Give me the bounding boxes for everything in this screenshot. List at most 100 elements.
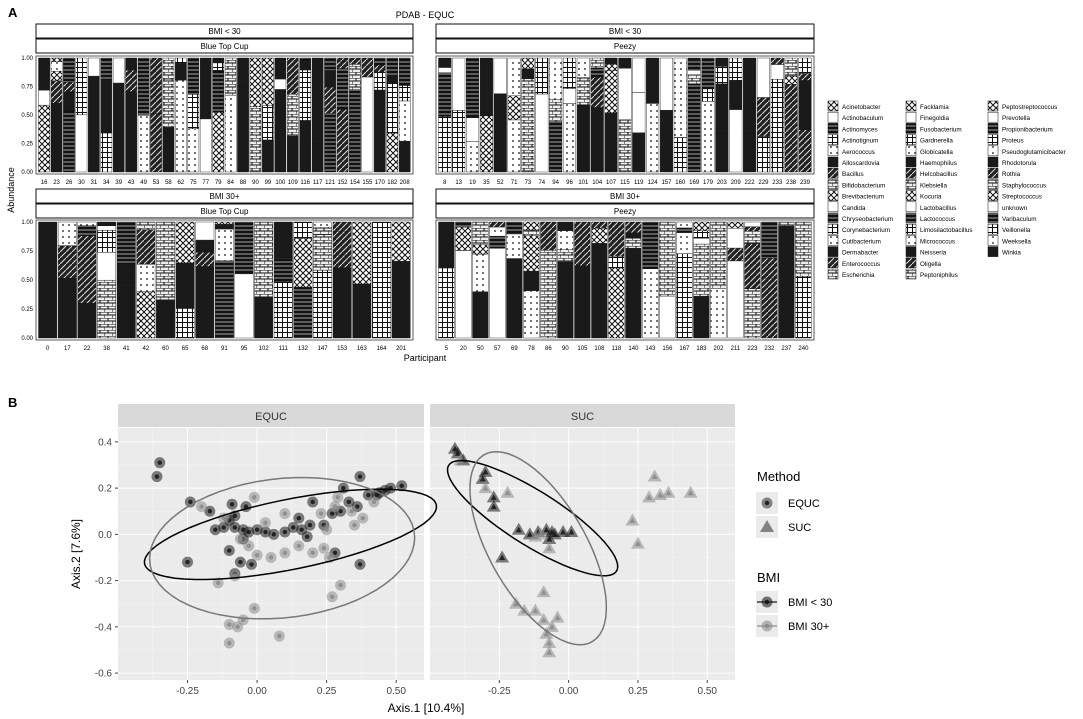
point-equc-core xyxy=(252,495,257,500)
bar-segment xyxy=(332,254,352,268)
legend-label: Fusobacterium xyxy=(920,126,962,133)
bar-segment xyxy=(625,238,642,249)
bar-segment xyxy=(199,57,212,120)
bar-segment xyxy=(234,221,254,238)
facet-strip-method xyxy=(35,203,414,219)
x-tick-label: 105 xyxy=(577,346,588,352)
legend-swatch xyxy=(905,212,917,224)
point-equc-core xyxy=(238,536,243,542)
x-tick-label: 77 xyxy=(202,180,209,186)
bar-segment xyxy=(63,91,75,111)
panel-a: A PDAB - EQUC Abundance Participant BMI < 30… xyxy=(6,5,1066,363)
bar-segment xyxy=(562,88,577,104)
bar-segment xyxy=(535,93,549,173)
bar-segment xyxy=(352,221,372,285)
legend-swatch xyxy=(905,167,917,179)
y-tick-label: -0.2 xyxy=(95,576,113,587)
y-tick-label: 1.00 xyxy=(21,220,33,226)
x-tick-label: 222 xyxy=(745,180,756,186)
bar-segment xyxy=(770,57,784,65)
point-suc-core xyxy=(540,589,547,595)
facet-strip-method-label: Blue Top Cup xyxy=(201,207,249,216)
bar-segment xyxy=(506,233,523,259)
bar-segment xyxy=(224,94,237,173)
bar-segment xyxy=(604,63,618,71)
bar-segment xyxy=(286,57,299,95)
bar-segment xyxy=(562,57,577,89)
bar-segment xyxy=(618,57,632,69)
x-tick-label: 167 xyxy=(679,346,690,352)
point-suc-core xyxy=(560,529,567,535)
x-tick-label: 240 xyxy=(798,346,809,352)
bar-segment xyxy=(97,279,117,339)
legend-label: Bifidobacterium xyxy=(842,182,885,189)
x-tick-label: 57 xyxy=(494,346,501,352)
bar-segment xyxy=(162,127,175,173)
y-tick-label: -0.4 xyxy=(95,622,113,633)
legend-swatch xyxy=(827,100,839,112)
x-tick-label: 23 xyxy=(53,180,60,186)
bar-segment xyxy=(63,82,75,92)
legend-swatch xyxy=(987,246,999,257)
x-tick-label: 107 xyxy=(606,180,617,186)
legend-swatch xyxy=(905,111,917,123)
bar-segment xyxy=(57,277,77,339)
bar-segment xyxy=(574,221,591,267)
bar-segment xyxy=(391,221,411,262)
panel-b: B EQUC -0.25 0.00 0.25 0.50 SUC -0.25 0.00 0.25 0.… xyxy=(8,395,832,715)
legend-swatch xyxy=(987,212,999,224)
legend-label: Corynebacterium xyxy=(842,227,890,234)
bar-segment xyxy=(604,70,618,113)
point-suc-core xyxy=(490,503,497,510)
x-tick-label: 121 xyxy=(325,180,336,186)
bar-segment xyxy=(175,79,187,173)
bar-segment xyxy=(249,106,262,173)
legend-swatch xyxy=(905,268,917,280)
x-tick-label: 156 xyxy=(662,346,673,352)
bar-segment xyxy=(795,276,812,339)
legend-label: Actinotignum xyxy=(842,138,878,145)
legend-label: Gardnerella xyxy=(920,138,953,145)
bar-segment xyxy=(50,61,63,72)
bar-segment xyxy=(676,221,693,229)
bar-segment xyxy=(642,221,659,269)
bar-segment xyxy=(744,226,761,232)
facet-strip-bmi-label: BMI 30+ xyxy=(610,192,640,201)
bar-segment xyxy=(273,257,293,283)
chart-title: PDAB - EQUC xyxy=(396,10,455,20)
point-equc-core xyxy=(338,509,343,514)
point-equc-core xyxy=(296,543,302,549)
point-equc-core xyxy=(235,624,240,630)
legend-label: Peptostreptococcus xyxy=(1002,104,1057,111)
bar-segment xyxy=(374,64,386,73)
legend-swatch xyxy=(905,257,917,269)
legend-swatch xyxy=(827,201,839,213)
bar-segment xyxy=(195,221,215,241)
x-tick-label: 147 xyxy=(318,346,329,352)
point-equc-core xyxy=(332,550,338,556)
bar-segment xyxy=(466,117,480,142)
bar-segment xyxy=(521,78,535,173)
legend-swatch xyxy=(987,156,999,168)
bar-segment xyxy=(112,57,125,84)
point-equc-core xyxy=(188,499,193,505)
point-equc-core xyxy=(371,499,377,505)
bar-segment xyxy=(756,57,770,98)
bar-segment xyxy=(391,260,411,339)
x-tick-label: 170 xyxy=(375,180,386,186)
x-tick-label: 5 xyxy=(445,346,449,352)
bar-segment xyxy=(489,221,506,228)
x-tick-label: 109 xyxy=(288,180,299,186)
bar-segment xyxy=(254,221,274,297)
bar-segment xyxy=(212,70,224,113)
bar-segment xyxy=(237,86,249,173)
bar-segment xyxy=(187,128,200,173)
bar-segment xyxy=(743,133,757,173)
plot-background xyxy=(430,428,735,680)
point-equc-core xyxy=(399,483,404,488)
legend-label: Limosilactobacillus xyxy=(920,227,973,234)
point-equc-core xyxy=(357,562,363,567)
point-equc-core xyxy=(238,559,243,565)
point-equc-core xyxy=(360,515,365,521)
point-suc-core xyxy=(646,494,653,500)
